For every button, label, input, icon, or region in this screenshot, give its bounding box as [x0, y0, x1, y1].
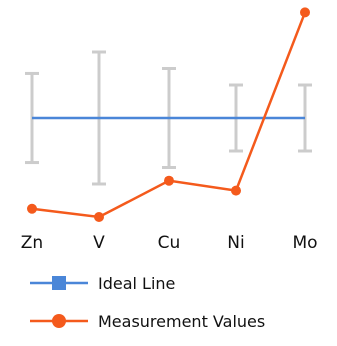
- data-point-measurement-zn: [27, 203, 37, 214]
- x-tick-label-v: V: [93, 233, 105, 253]
- data-point-measurement-ni: [231, 185, 241, 196]
- data-point-measurement-cu: [164, 175, 174, 186]
- x-tick-label-mo: Mo: [292, 233, 317, 253]
- data-point-measurement-mo: [300, 7, 310, 18]
- legend-item-ideal-line: Ideal Line: [28, 270, 265, 296]
- legend-circle-marker: [52, 314, 66, 328]
- legend-label: Ideal Line: [98, 273, 176, 293]
- legend-swatch-measurement-values: [30, 314, 88, 328]
- x-tick-label-zn: Zn: [21, 233, 43, 253]
- legend-label: Measurement Values: [98, 311, 266, 331]
- chart-legend: Ideal Line Measurement Values: [28, 270, 265, 346]
- legend-square-marker: [52, 276, 66, 290]
- legend-swatch-ideal-line: [30, 276, 88, 290]
- chart-plot-area: Zn V Cu Ni Mo: [21, 7, 318, 253]
- legend-item-measurement-values: Measurement Values: [28, 308, 265, 334]
- x-tick-label-ni: Ni: [227, 233, 244, 253]
- x-tick-label-cu: Cu: [158, 233, 181, 253]
- data-point-measurement-v: [94, 212, 104, 222]
